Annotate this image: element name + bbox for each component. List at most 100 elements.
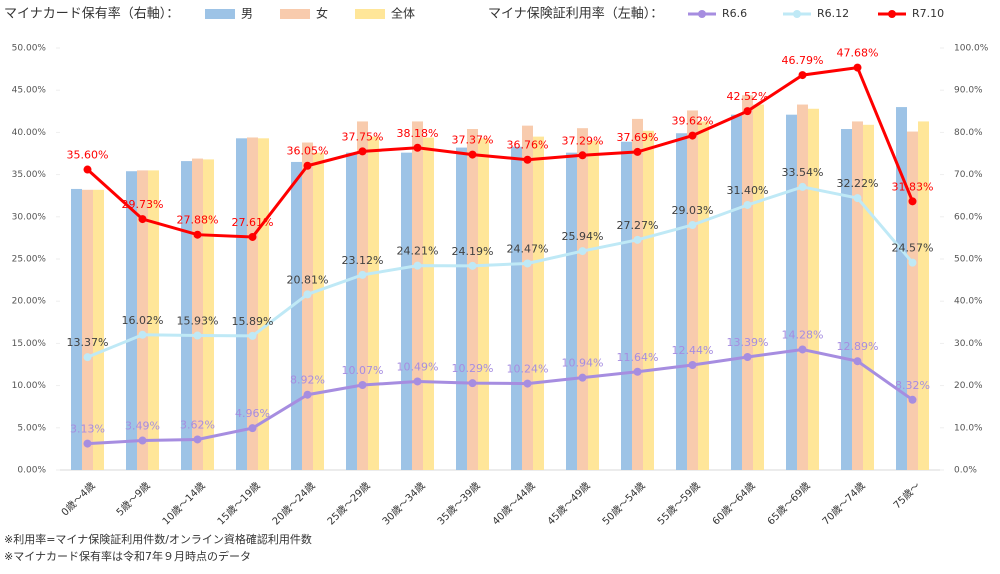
x-tick-label: 45歳～49歳 xyxy=(545,480,593,528)
marker xyxy=(743,107,752,116)
legend-label: 男 xyxy=(241,7,253,21)
y-tick-label: 20.00% xyxy=(12,297,47,307)
marker xyxy=(908,197,917,206)
bar xyxy=(71,188,82,470)
x-tick-label: 50歳～54歳 xyxy=(600,480,648,528)
marker xyxy=(853,194,862,203)
line xyxy=(86,65,914,239)
legend-swatch xyxy=(205,9,235,19)
bar xyxy=(291,161,302,470)
data-label: 39.62% xyxy=(672,115,714,128)
y-tick-label: 40.00% xyxy=(12,128,47,138)
data-label: 27.88% xyxy=(177,214,219,227)
line xyxy=(87,347,914,446)
marker xyxy=(578,373,587,382)
y-tick-label: 45.00% xyxy=(12,86,47,96)
x-tick-label: 20歳～24歳 xyxy=(270,480,318,528)
marker xyxy=(523,155,532,164)
marker xyxy=(193,435,202,444)
bar-legend-title: マイナカード保有率（右軸）： xyxy=(4,6,179,22)
marker xyxy=(798,71,807,80)
bar xyxy=(511,146,522,471)
footnote: ※マイナカード保有率は令和7年９月時点のデータ xyxy=(4,549,251,563)
data-label: 23.12% xyxy=(342,254,384,267)
data-label: 8.32% xyxy=(895,379,930,392)
x-tick-label: 15歳～19歳 xyxy=(215,480,263,528)
bar xyxy=(676,133,687,470)
marker xyxy=(468,261,477,270)
data-label: 15.93% xyxy=(177,315,219,328)
data-label: 36.05% xyxy=(287,145,329,158)
data-label: 3.49% xyxy=(125,420,160,433)
data-label: 15.89% xyxy=(232,315,274,328)
legend-label: 全体 xyxy=(391,6,415,21)
y-tick-label: 25.00% xyxy=(12,255,47,265)
y-tick-label: 10.00% xyxy=(12,381,47,391)
bar xyxy=(456,147,467,471)
data-label: 12.44% xyxy=(672,344,714,357)
x-tick-label: 30歳～34歳 xyxy=(380,480,428,528)
data-label: 27.27% xyxy=(617,219,659,232)
bar xyxy=(126,171,137,470)
marker xyxy=(523,379,532,388)
data-label: 11.64% xyxy=(617,351,659,364)
marker xyxy=(138,215,147,224)
bar xyxy=(368,136,379,470)
x-tick-label: 35歳～39歳 xyxy=(435,480,483,528)
y-tick-label: 0.00% xyxy=(17,466,46,476)
bar xyxy=(577,128,588,470)
marker xyxy=(633,147,642,156)
line-legend-title: マイナ保険証利用率（左軸）： xyxy=(488,6,663,22)
bar xyxy=(632,118,643,470)
marker xyxy=(578,247,587,256)
marker xyxy=(908,395,917,404)
x-tick-label: 25歳～29歳 xyxy=(325,480,373,528)
marker xyxy=(688,361,697,370)
bar xyxy=(192,158,203,470)
bar xyxy=(896,107,907,470)
bar xyxy=(423,137,434,471)
data-label: 35.60% xyxy=(67,149,109,162)
bar xyxy=(401,152,412,470)
bar xyxy=(137,170,148,470)
y2-tick-label: 40.0% xyxy=(954,297,983,307)
bar xyxy=(313,152,324,470)
bar xyxy=(907,131,918,470)
bar xyxy=(742,95,753,470)
marker xyxy=(303,161,312,170)
y2-tick-label: 60.0% xyxy=(954,212,983,222)
legend-marker xyxy=(698,10,706,18)
data-label: 10.94% xyxy=(562,357,604,370)
bar xyxy=(918,121,929,470)
marker xyxy=(303,390,312,399)
marker xyxy=(688,131,697,140)
x-tick-label: 70歳～74歳 xyxy=(820,480,868,528)
bar xyxy=(148,170,159,470)
y-tick-label: 50.00% xyxy=(12,44,47,54)
marker xyxy=(303,290,312,299)
x-tick-label: 55歳～59歳 xyxy=(655,480,703,528)
marker xyxy=(908,258,917,267)
x-tick-label: 5歳～9歳 xyxy=(114,480,153,519)
data-label: 37.37% xyxy=(452,134,494,147)
marker xyxy=(83,165,92,174)
data-label: 10.49% xyxy=(397,360,439,373)
footnote: ※利用率=マイナ保険証利用件数/オンライン資格確認利用件数 xyxy=(4,532,312,546)
y-tick-label: 5.00% xyxy=(17,423,46,433)
legend-swatch xyxy=(355,9,385,19)
marker xyxy=(468,150,477,159)
marker xyxy=(853,357,862,366)
y-tick-label: 35.00% xyxy=(12,170,47,180)
y2-tick-label: 90.0% xyxy=(954,86,983,96)
line xyxy=(86,185,914,359)
marker xyxy=(83,439,92,448)
data-label: 10.24% xyxy=(507,363,549,376)
data-label: 10.29% xyxy=(452,362,494,375)
marker xyxy=(468,379,477,388)
marker xyxy=(798,345,807,354)
bar xyxy=(522,125,533,470)
x-tick-label: 60歳～64歳 xyxy=(710,480,758,528)
x-tick-label: 10歳～14歳 xyxy=(160,480,208,528)
legend-marker xyxy=(888,10,896,18)
